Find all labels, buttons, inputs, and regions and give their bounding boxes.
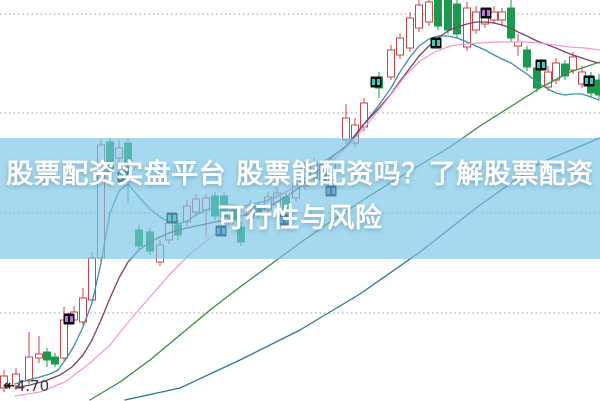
signal-marker bbox=[63, 313, 75, 325]
candlestick bbox=[490, 6, 498, 24]
signal-marker bbox=[583, 75, 595, 87]
candlestick bbox=[561, 60, 569, 80]
candlestick bbox=[472, 6, 480, 34]
candlestick bbox=[88, 252, 96, 303]
candlestick bbox=[453, 0, 461, 38]
candlestick bbox=[425, 0, 433, 26]
candlestick bbox=[434, 0, 442, 30]
candlestick bbox=[595, 74, 600, 99]
headline-overlay: 股票配资实盘平台 股票能配资吗？了解股票配资 可行性与风险 bbox=[0, 138, 600, 259]
candlestick bbox=[523, 46, 531, 71]
candlestick bbox=[406, 12, 414, 52]
headline-line-2: 可行性与风险 bbox=[217, 203, 383, 234]
left-arrow-icon: ↞ bbox=[3, 378, 15, 394]
candlestick bbox=[0, 370, 8, 392]
signal-marker bbox=[430, 37, 442, 49]
candlestick bbox=[35, 336, 43, 363]
candlestick bbox=[387, 45, 395, 80]
headline-line-1: 股票配资实盘平台 股票能配资吗？了解股票配资 bbox=[6, 159, 594, 190]
candlestick bbox=[25, 332, 33, 384]
candlestick bbox=[444, 0, 452, 34]
signal-marker bbox=[535, 59, 547, 71]
candlestick bbox=[514, 34, 522, 56]
candlestick bbox=[12, 368, 20, 390]
candlestick bbox=[507, 0, 515, 42]
candlestick bbox=[396, 33, 404, 59]
candlestick bbox=[79, 288, 87, 325]
candlestick bbox=[51, 353, 59, 367]
price-value: 4.70 bbox=[15, 377, 50, 395]
candlestick bbox=[43, 348, 51, 367]
signal-marker bbox=[480, 7, 492, 19]
candlestick bbox=[498, 8, 506, 26]
candlestick bbox=[544, 66, 552, 91]
candlestick bbox=[415, 0, 423, 32]
price-label: ↞ 4.70 bbox=[3, 377, 49, 395]
candlestick bbox=[463, 2, 471, 51]
signal-marker bbox=[370, 76, 382, 88]
